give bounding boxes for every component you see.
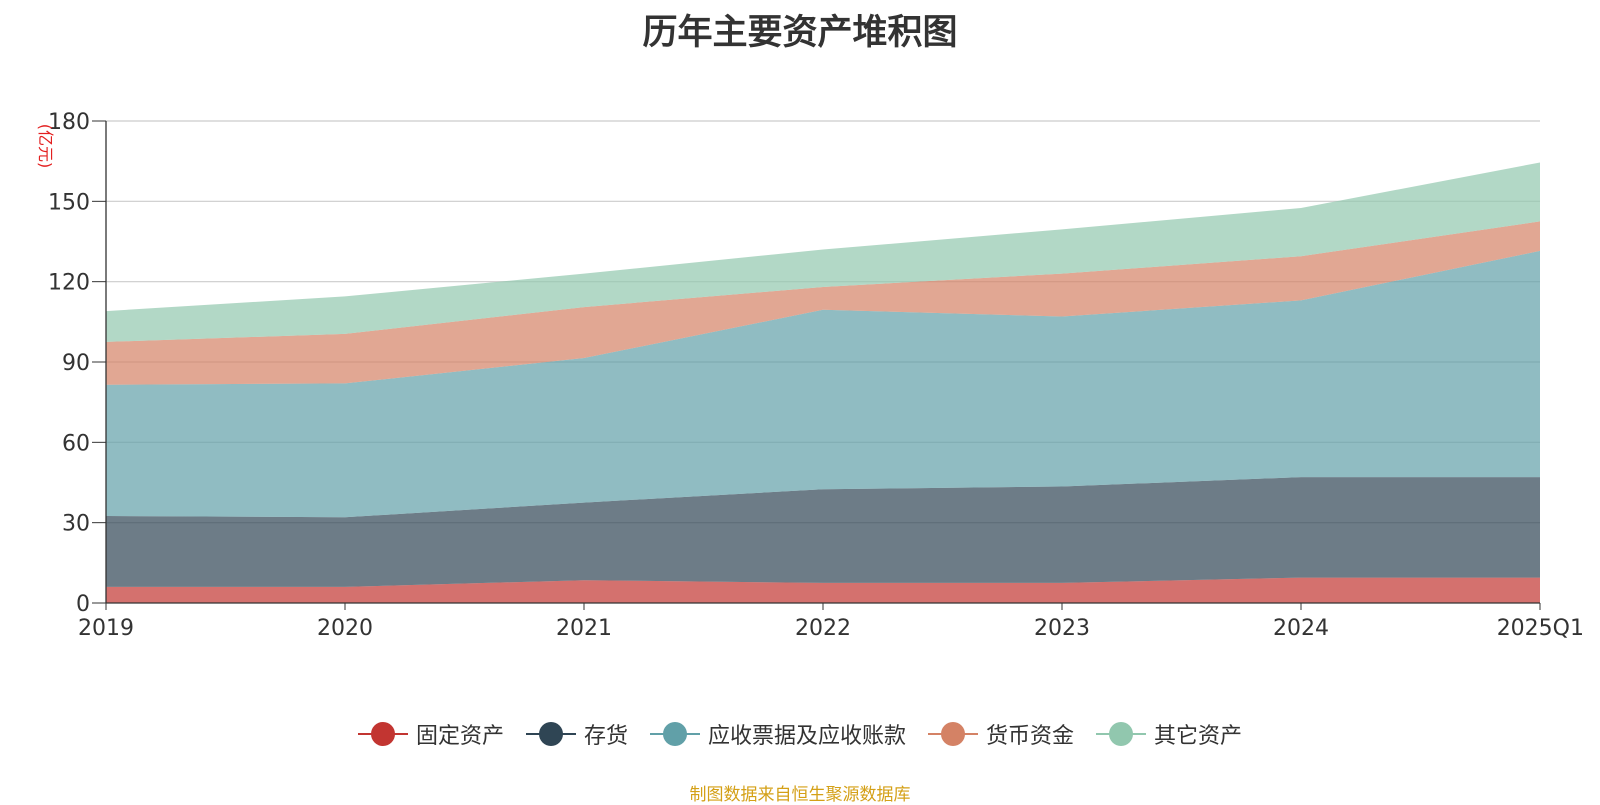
legend-item-4[interactable]: 其它资产 <box>1096 718 1242 750</box>
legend-label: 其它资产 <box>1154 724 1243 749</box>
x-tick-label: 2022 <box>795 616 851 641</box>
y-tick-label: 90 <box>62 351 90 376</box>
legend-item-0[interactable]: 固定资产 <box>357 718 504 750</box>
series-2-area[interactable] <box>106 250 1540 518</box>
legend-label: 固定资产 <box>415 724 504 749</box>
axes: 0 30 60 90 120 150 180 2019 2020 2021 2022 2023 2024… <box>48 110 1584 641</box>
legend-marker-icon <box>1096 721 1147 747</box>
y-axis-unit-label: (亿元) <box>36 124 55 169</box>
x-tick-label: 2025Q1 <box>1497 616 1584 641</box>
y-tick-label: 180 <box>48 110 90 135</box>
legend-marker-icon <box>357 721 408 747</box>
legend-item-3[interactable]: 货币资金 <box>928 718 1074 750</box>
y-tick-label: 30 <box>62 512 90 537</box>
y-tick-label: 150 <box>48 190 90 215</box>
legend-label: 货币资金 <box>986 724 1075 749</box>
data-source-note: 制图数据来自恒生聚源数据库 <box>689 785 911 805</box>
legend-item-2[interactable]: 应收票据及应收账款 <box>649 718 906 750</box>
legend-marker-icon <box>525 721 576 747</box>
area-series[interactable] <box>106 162 1540 604</box>
series-3-area[interactable] <box>106 221 1540 385</box>
legend-label: 存货 <box>583 724 628 749</box>
series-1-area[interactable] <box>106 477 1540 587</box>
x-tick-label: 2020 <box>317 616 373 641</box>
y-tick-label: 120 <box>48 271 90 296</box>
y-tick-label: 60 <box>62 431 90 456</box>
x-tick-label: 2019 <box>78 616 134 641</box>
legend-marker-icon <box>928 721 978 747</box>
chart-legend: 固定资产 存货 应收票据及应收账款 货币资金 其它资产 <box>0 718 1600 750</box>
series-4-area[interactable] <box>106 162 1540 342</box>
legend-marker-icon <box>649 721 700 747</box>
x-tick-label: 2023 <box>1034 616 1090 641</box>
legend-item-1[interactable]: 存货 <box>525 718 628 750</box>
chart-title: 历年主要资产堆积图 <box>642 13 958 53</box>
y-tick-label: 0 <box>76 592 90 617</box>
x-tick-label: 2021 <box>556 616 612 641</box>
x-tick-label: 2024 <box>1273 616 1329 641</box>
series-0-area[interactable] <box>106 577 1540 603</box>
legend-label: 应收票据及应收账款 <box>707 724 906 749</box>
